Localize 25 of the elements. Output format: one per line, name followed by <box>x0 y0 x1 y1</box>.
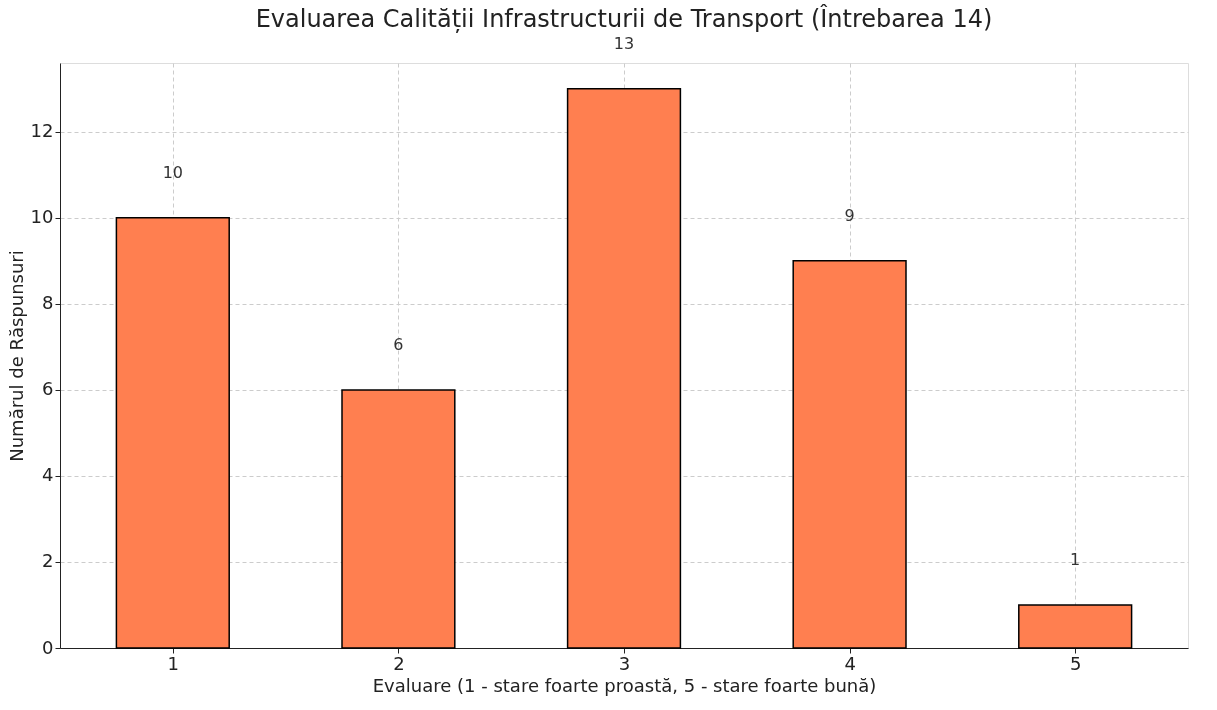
y-tick-label: 12 <box>30 120 54 142</box>
x-tick-label: 4 <box>844 652 856 674</box>
x-tick-label: 2 <box>393 652 405 674</box>
y-tick-label: 2 <box>42 550 54 572</box>
data-label: 13 <box>613 33 635 53</box>
bar <box>566 88 682 649</box>
y-tick-label: 4 <box>42 464 54 486</box>
y-tick-label: 10 <box>30 206 54 228</box>
x-tick-label: 3 <box>618 652 631 674</box>
data-label: 9 <box>844 205 855 225</box>
y-axis-title: Numărul de Răspunsuri <box>5 250 27 462</box>
bar <box>1018 604 1133 649</box>
y-tick-label: 8 <box>42 292 54 314</box>
bar <box>341 389 456 649</box>
x-axis-title: Evaluare (1 - stare foarte proastă, 5 - stare foarte bună) <box>372 674 877 696</box>
data-label: 10 <box>162 162 183 182</box>
chart-title: Evaluarea Calității Infrastructurii de Transport (Întrebarea 14) <box>255 3 993 33</box>
x-tick-label: 5 <box>1069 652 1082 674</box>
bar <box>792 260 907 649</box>
data-label: 6 <box>393 334 404 354</box>
y-tick-label: 6 <box>42 378 54 400</box>
bar <box>115 217 230 649</box>
data-label: 1 <box>1070 549 1081 569</box>
y-tick-label: 0 <box>42 636 54 658</box>
x-tick-label: 1 <box>167 652 180 674</box>
